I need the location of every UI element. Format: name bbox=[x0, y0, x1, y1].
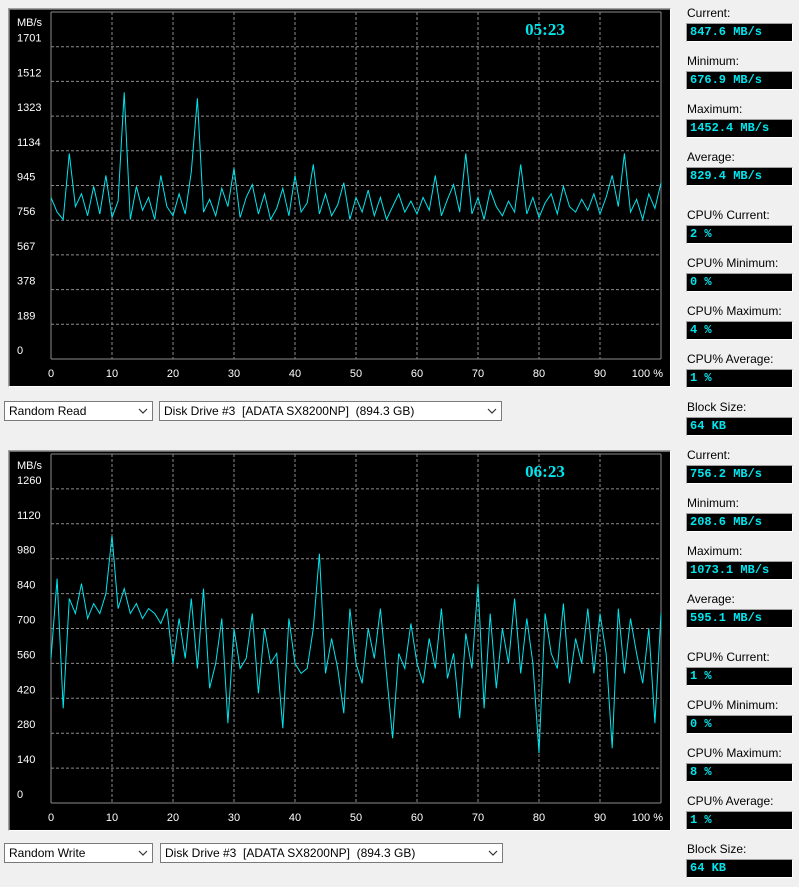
write-chart: MB/s 06:23 1260 1120 980 840 700 560 420 280 140… bbox=[8, 450, 671, 831]
read-cpu-average-label: CPU% Average: bbox=[687, 352, 774, 366]
read-cpu-average-value: 1 % bbox=[686, 369, 793, 388]
read-y-tick-label: 945 bbox=[17, 172, 35, 184]
read-average-value: 829.4 MB/s bbox=[686, 167, 793, 186]
read-x-tick-label: 90 bbox=[594, 368, 606, 380]
read-x-tick-label: 60 bbox=[411, 368, 423, 380]
write-unit-label: MB/s bbox=[17, 460, 43, 472]
read-cpu-maximum-label: CPU% Maximum: bbox=[687, 304, 782, 318]
write-drive-select-value: Disk Drive #3 [ADATA SX8200NP] (894.3 GB… bbox=[165, 846, 416, 860]
write-current-value: 756.2 MB/s bbox=[686, 465, 793, 484]
write-x-tick-label: 80 bbox=[533, 812, 545, 824]
write-maximum-value: 1073.1 MB/s bbox=[686, 561, 793, 580]
write-cpu-maximum-value: 8 % bbox=[686, 763, 793, 782]
write-cpu-minimum-value: 0 % bbox=[686, 715, 793, 734]
read-block-size-label: Block Size: bbox=[687, 400, 747, 414]
read-y-tick-label: 378 bbox=[17, 276, 35, 288]
read-current-label: Current: bbox=[687, 6, 731, 20]
write-test-select-value: Random Write bbox=[9, 846, 86, 860]
write-x-tick-label: 50 bbox=[350, 812, 362, 824]
read-x-tick-label: 50 bbox=[350, 368, 362, 380]
write-cpu-minimum-label: CPU% Minimum: bbox=[687, 698, 779, 712]
read-y-tick-label: 1134 bbox=[17, 137, 41, 149]
read-chart: MB/s 05:23 1701 1512 1323 1134 945 756 567 378 1… bbox=[8, 8, 671, 387]
write-block-size-label: Block Size: bbox=[687, 842, 747, 856]
write-y-tick-label: 1120 bbox=[17, 510, 41, 522]
read-current-value: 847.6 MB/s bbox=[686, 23, 793, 42]
write-cpu-current-value: 1 % bbox=[686, 667, 793, 686]
read-x-tick-label: 40 bbox=[289, 368, 301, 380]
read-cpu-current-label: CPU% Current: bbox=[687, 208, 770, 222]
read-y-tick-label: 189 bbox=[17, 310, 35, 322]
read-maximum-label: Maximum: bbox=[687, 102, 743, 116]
write-block-size-value: 64 KB bbox=[686, 859, 793, 878]
write-x-tick-label: 90 bbox=[594, 812, 606, 824]
write-x-tick-label: 60 bbox=[411, 812, 423, 824]
write-minimum-value: 208.6 MB/s bbox=[686, 513, 793, 532]
write-drive-select[interactable]: Disk Drive #3 [ADATA SX8200NP] (894.3 GB… bbox=[160, 843, 503, 863]
read-x-tick-label: 100 % bbox=[632, 368, 663, 380]
write-x-tick-label: 40 bbox=[289, 812, 301, 824]
write-cpu-current-label: CPU% Current: bbox=[687, 650, 770, 664]
write-throughput-trace bbox=[50, 535, 662, 754]
write-x-tick-label: 10 bbox=[106, 812, 118, 824]
write-y-tick-label: 1260 bbox=[17, 475, 41, 487]
read-y-tick-label: 1512 bbox=[17, 67, 41, 79]
write-x-tick-label: 20 bbox=[167, 812, 179, 824]
write-minimum-label: Minimum: bbox=[687, 496, 740, 510]
write-y-tick-label: 840 bbox=[17, 580, 35, 592]
write-cpu-average-label: CPU% Average: bbox=[687, 794, 774, 808]
write-x-tick-label: 100 % bbox=[632, 812, 663, 824]
read-cpu-minimum-value: 0 % bbox=[686, 273, 793, 292]
chevron-down-icon bbox=[138, 850, 148, 856]
write-cpu-average-value: 1 % bbox=[686, 811, 793, 830]
read-unit-label: MB/s bbox=[17, 17, 43, 29]
read-y-tick-label: 567 bbox=[17, 241, 35, 253]
write-y-tick-label: 0 bbox=[17, 789, 23, 801]
write-y-tick-label: 140 bbox=[17, 754, 35, 766]
read-maximum-value: 1452.4 MB/s bbox=[686, 119, 793, 138]
read-cpu-maximum-value: 4 % bbox=[686, 321, 793, 340]
read-x-tick-label: 80 bbox=[533, 368, 545, 380]
read-y-tick-label: 0 bbox=[17, 345, 23, 357]
write-average-value: 595.1 MB/s bbox=[686, 609, 793, 628]
read-test-select-value: Random Read bbox=[9, 404, 87, 418]
read-x-tick-label: 30 bbox=[228, 368, 240, 380]
read-cpu-minimum-label: CPU% Minimum: bbox=[687, 256, 779, 270]
read-test-select[interactable]: Random Read bbox=[4, 401, 153, 421]
read-minimum-label: Minimum: bbox=[687, 54, 740, 68]
write-maximum-label: Maximum: bbox=[687, 544, 743, 558]
read-drive-select[interactable]: Disk Drive #3 [ADATA SX8200NP] (894.3 GB… bbox=[159, 401, 502, 421]
write-x-tick-label: 0 bbox=[48, 812, 54, 824]
chevron-down-icon bbox=[487, 408, 497, 414]
write-y-tick-label: 420 bbox=[17, 684, 35, 696]
read-throughput-trace bbox=[50, 92, 662, 222]
read-drive-select-value: Disk Drive #3 [ADATA SX8200NP] (894.3 GB… bbox=[164, 404, 415, 418]
read-block-size-value: 64 KB bbox=[686, 417, 793, 436]
write-current-label: Current: bbox=[687, 448, 731, 462]
chevron-down-icon bbox=[488, 850, 498, 856]
write-cpu-maximum-label: CPU% Maximum: bbox=[687, 746, 782, 760]
read-x-tick-label: 0 bbox=[48, 368, 54, 380]
read-elapsed-timer: 05:23 bbox=[525, 20, 565, 39]
read-minimum-value: 676.9 MB/s bbox=[686, 71, 793, 90]
chevron-down-icon bbox=[138, 408, 148, 414]
read-x-tick-label: 20 bbox=[167, 368, 179, 380]
read-y-tick-label: 1323 bbox=[17, 102, 41, 114]
write-elapsed-timer: 06:23 bbox=[525, 462, 565, 481]
write-y-tick-label: 280 bbox=[17, 719, 35, 731]
read-y-tick-label: 756 bbox=[17, 206, 35, 218]
read-x-tick-label: 10 bbox=[106, 368, 118, 380]
write-y-tick-label: 700 bbox=[17, 615, 35, 627]
read-cpu-current-value: 2 % bbox=[686, 225, 793, 244]
write-y-tick-label: 980 bbox=[17, 545, 35, 557]
write-y-tick-label: 560 bbox=[17, 649, 35, 661]
read-x-tick-label: 70 bbox=[472, 368, 484, 380]
read-y-tick-label: 1701 bbox=[17, 33, 41, 45]
write-x-tick-label: 30 bbox=[228, 812, 240, 824]
write-test-select[interactable]: Random Write bbox=[4, 843, 153, 863]
write-x-tick-label: 70 bbox=[472, 812, 484, 824]
read-average-label: Average: bbox=[687, 150, 735, 164]
write-average-label: Average: bbox=[687, 592, 735, 606]
